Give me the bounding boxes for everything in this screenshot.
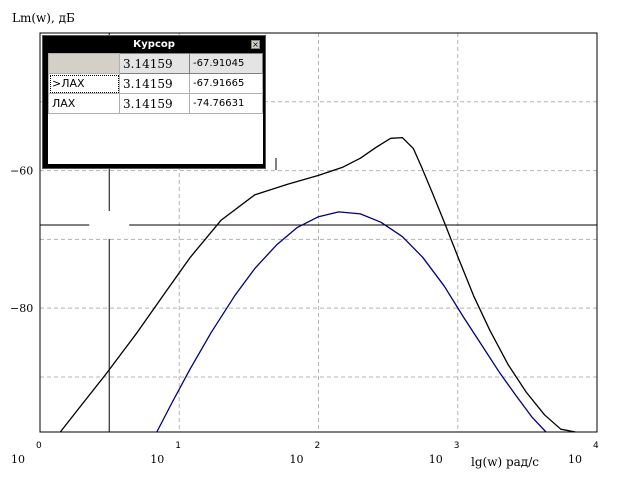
x-tick-label: 10 — [429, 453, 443, 466]
x-tick-exponent: 4 — [593, 441, 599, 451]
row-name-text: ЛАХ — [61, 77, 85, 90]
table-row[interactable]: ЛАХ 3.14159 -74.76631 — [48, 93, 263, 114]
row-name[interactable]: ЛАХ — [48, 93, 120, 114]
row-prefix: > — [52, 77, 62, 90]
series-line-1 — [59, 136, 576, 433]
x-tick-exponent: 0 — [36, 441, 42, 451]
plot-frame — [39, 32, 598, 433]
cursor-table-header: 3.14159 -67.91045 — [48, 53, 263, 74]
row-x-value: 3.14159 — [119, 93, 190, 114]
header-x-value[interactable]: 3.14159 — [119, 53, 190, 74]
table-row[interactable]: >ЛАХ 3.14159 -67.91665 — [48, 73, 263, 94]
x-tick-exponent: 2 — [315, 441, 321, 451]
row-y-value: -74.76631 — [189, 93, 263, 114]
x-tick-label: 10 — [290, 453, 304, 466]
curves — [59, 136, 576, 433]
header-y-value[interactable]: -67.91045 — [189, 53, 263, 74]
y-axis-label: Lm(w), дБ — [12, 11, 75, 25]
series-line-2 — [156, 211, 547, 433]
x-tick-label: 10 — [11, 453, 25, 466]
cursor-window-title[interactable]: Курсор × — [45, 38, 263, 52]
x-tick-label: 10 — [568, 453, 582, 466]
y-tick-label: −60 — [10, 165, 33, 178]
x-tick-labels: 10 0 10 1 10 2 10 3 10 4 — [11, 441, 599, 466]
row-y-value: -67.91665 — [189, 73, 263, 94]
y-tick-labels: −60 −80 — [10, 165, 33, 316]
header-name-cell — [48, 53, 120, 74]
x-tick-exponent: 3 — [454, 441, 460, 451]
row-name[interactable]: >ЛАХ — [48, 73, 120, 94]
row-x-value: 3.14159 — [119, 73, 190, 94]
cursor-table: 3.14159 -67.91045 >ЛАХ 3.14159 -67.91665… — [48, 53, 263, 114]
row-name-text: ЛАХ — [52, 97, 76, 110]
x-axis-label: lg(w) рад/с — [471, 455, 539, 469]
cursor-window[interactable]: Курсор × 3.14159 -67.91045 >ЛАХ 3.14159 … — [42, 35, 266, 169]
cursor-window-title-text: Курсор — [133, 39, 175, 50]
x-tick-label: 10 — [150, 453, 164, 466]
y-tick-label: −80 — [10, 302, 33, 315]
cursor-window-body: 3.14159 -67.91045 >ЛАХ 3.14159 -67.91665… — [48, 53, 263, 164]
close-icon[interactable]: × — [251, 40, 260, 49]
x-tick-exponent: 1 — [175, 441, 181, 451]
